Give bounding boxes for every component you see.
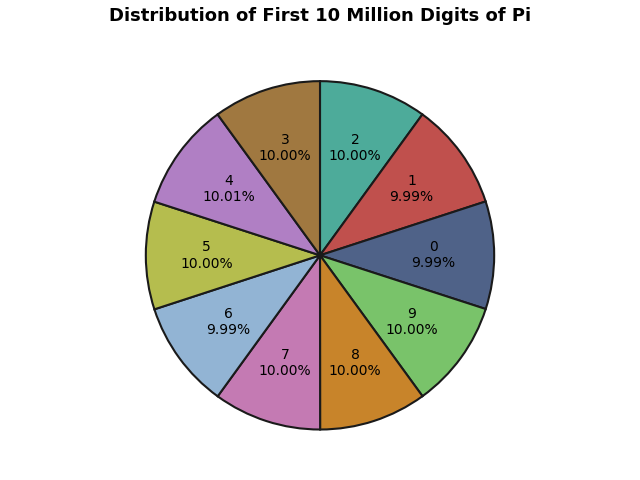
Wedge shape bbox=[154, 114, 320, 255]
Text: 9
10.00%: 9 10.00% bbox=[385, 307, 438, 337]
Wedge shape bbox=[320, 255, 422, 430]
Text: 2
10.00%: 2 10.00% bbox=[329, 132, 381, 163]
Text: 7
10.00%: 7 10.00% bbox=[259, 348, 312, 378]
Wedge shape bbox=[320, 202, 494, 309]
Text: 0
9.99%: 0 9.99% bbox=[411, 240, 455, 270]
Text: 4
10.01%: 4 10.01% bbox=[202, 174, 255, 204]
Wedge shape bbox=[146, 202, 320, 309]
Text: 1
9.99%: 1 9.99% bbox=[390, 174, 434, 204]
Wedge shape bbox=[320, 81, 422, 255]
Text: 6
9.99%: 6 9.99% bbox=[206, 307, 250, 337]
Wedge shape bbox=[218, 81, 320, 255]
Title: Distribution of First 10 Million Digits of Pi: Distribution of First 10 Million Digits … bbox=[109, 7, 531, 25]
Wedge shape bbox=[218, 255, 320, 430]
Wedge shape bbox=[320, 255, 486, 396]
Text: 3
10.00%: 3 10.00% bbox=[259, 132, 311, 163]
Text: 5
10.00%: 5 10.00% bbox=[180, 240, 233, 271]
Text: 8
10.00%: 8 10.00% bbox=[329, 348, 381, 378]
Wedge shape bbox=[320, 114, 486, 255]
Wedge shape bbox=[154, 255, 320, 396]
